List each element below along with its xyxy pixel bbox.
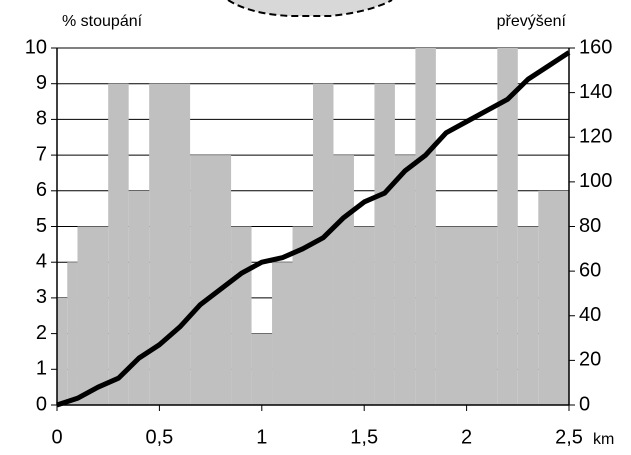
y-tick-label: 7 [36, 143, 47, 165]
y2-tick-label: 0 [579, 393, 590, 415]
y-tick-label: 2 [36, 322, 47, 344]
bar [394, 155, 416, 405]
decoration [227, 0, 393, 17]
y-tick-label: 4 [36, 250, 47, 272]
bar [108, 83, 129, 405]
y-axis-label: % stoupání [62, 13, 143, 30]
bar [538, 190, 569, 405]
y-tick-label: 6 [36, 179, 47, 201]
bar [57, 297, 68, 405]
y-tick-label: 0 [36, 393, 47, 415]
bar [292, 226, 313, 405]
y-tick-label: 8 [36, 108, 47, 130]
bar [353, 226, 375, 405]
y2-tick-label: 40 [579, 304, 601, 326]
x-tick-label: 0 [51, 426, 62, 448]
y-tick-label: 1 [36, 358, 47, 380]
y2-tick-label: 120 [579, 126, 612, 148]
y-tick-label: 5 [36, 215, 47, 237]
bar [435, 226, 498, 405]
bar [77, 226, 109, 405]
bar [415, 48, 436, 405]
bar [517, 226, 539, 405]
y2-tick-label: 140 [579, 81, 612, 103]
y-tick-label: 10 [25, 36, 47, 58]
bar [374, 83, 395, 405]
y2-tick-label: 160 [579, 36, 612, 58]
line [56, 50, 571, 408]
bar [128, 190, 150, 405]
x-unit: km [593, 431, 614, 448]
x-tick-label: 0,5 [145, 426, 173, 448]
x-tick-label: 1 [256, 426, 267, 448]
y2-axis-label: převýšení [497, 13, 567, 30]
bar [251, 333, 273, 405]
bar [231, 226, 252, 405]
bar [190, 155, 232, 405]
bar [313, 83, 334, 405]
bar [333, 155, 354, 405]
y2-tick-label: 20 [579, 349, 601, 371]
y-tick-label: 3 [36, 286, 47, 308]
bar [497, 48, 518, 405]
y2-tick-label: 80 [579, 215, 601, 237]
y-tick-label: 9 [36, 72, 47, 94]
bar [149, 83, 191, 405]
x-tick-label: 2 [461, 426, 472, 448]
y2-tick-label: 100 [579, 170, 612, 192]
bar [67, 262, 78, 405]
x-tick-label: 1,5 [350, 426, 378, 448]
bar [272, 262, 293, 405]
y2-tick-label: 60 [579, 259, 601, 281]
x-tick-label: 2,5 [555, 426, 583, 448]
